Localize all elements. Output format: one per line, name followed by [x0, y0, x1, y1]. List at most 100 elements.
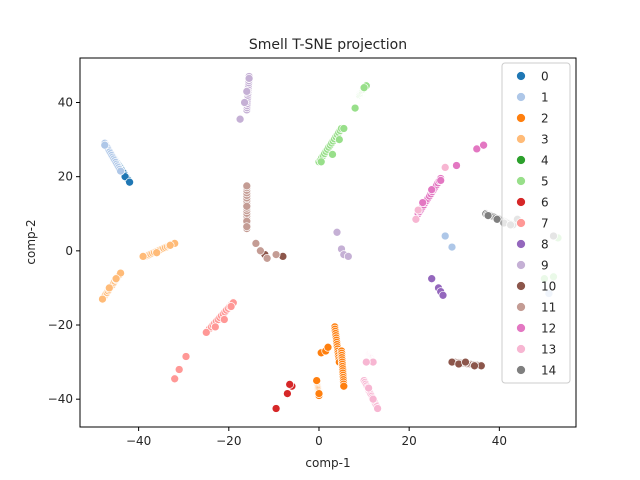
series-8	[427, 274, 448, 300]
x-axis-label: comp-1	[305, 456, 350, 470]
plot-frame	[79, 57, 577, 428]
series-3	[98, 239, 180, 304]
data-point	[116, 166, 125, 176]
legend-item-0: 0	[516, 70, 549, 84]
data-point	[452, 161, 461, 170]
data-point	[152, 248, 162, 258]
data-point	[235, 114, 245, 124]
data-point	[413, 205, 423, 215]
legend-marker	[516, 134, 526, 144]
data-point	[339, 124, 349, 133]
data-point	[368, 394, 378, 404]
data-point	[447, 242, 457, 252]
data-point	[271, 250, 281, 259]
data-point	[170, 374, 180, 384]
legend-item-9: 9	[516, 259, 549, 273]
data-point	[339, 381, 349, 391]
data-point	[219, 315, 229, 324]
legend-marker	[516, 260, 526, 270]
legend-label: 0	[541, 70, 549, 84]
data-point	[256, 246, 265, 256]
x-tick-label: 0	[315, 434, 323, 448]
data-point	[285, 380, 295, 389]
y-tick-label: 40	[58, 96, 73, 110]
data-point	[111, 274, 121, 284]
data-point	[181, 352, 191, 361]
data-point	[359, 83, 369, 93]
data-point	[479, 140, 488, 150]
legend-marker	[516, 218, 526, 228]
legend-item-1: 1	[516, 91, 549, 105]
points-layer	[98, 72, 563, 413]
legend-label: 10	[541, 280, 556, 294]
data-point	[440, 163, 450, 172]
data-point	[104, 283, 114, 293]
series-12	[413, 140, 488, 219]
legend-item-13: 13	[516, 343, 556, 357]
data-point	[427, 274, 437, 284]
data-point	[242, 87, 252, 96]
data-point	[364, 383, 373, 393]
legend-marker	[516, 239, 526, 249]
data-point	[283, 389, 292, 398]
legend-item-14: 14	[516, 364, 556, 378]
legend-item-2: 2	[516, 112, 549, 126]
data-point	[242, 222, 252, 232]
data-point	[483, 211, 493, 220]
data-point	[373, 404, 382, 413]
data-point	[116, 268, 125, 278]
series-5	[314, 81, 563, 284]
x-axis-ticks: −40 −20 0 20 40	[126, 427, 507, 448]
data-point	[125, 177, 134, 187]
legend-label: 9	[541, 259, 549, 273]
y-tick-label: 0	[65, 244, 73, 258]
series-7	[170, 298, 238, 384]
legend-marker	[516, 71, 526, 81]
series-10	[260, 250, 486, 371]
data-point	[492, 214, 502, 224]
data-point	[316, 157, 326, 167]
data-point	[418, 198, 428, 207]
data-point	[314, 389, 324, 398]
y-tick-label: −40	[48, 392, 73, 406]
data-point	[440, 231, 450, 241]
data-point	[343, 252, 353, 261]
data-point	[210, 322, 220, 332]
legend-marker	[516, 113, 526, 123]
legend-label: 5	[541, 175, 549, 189]
legend-label: 13	[541, 343, 556, 357]
legend-label: 12	[541, 322, 556, 336]
data-point	[427, 185, 437, 195]
data-point	[361, 357, 371, 367]
series-2	[312, 322, 349, 400]
y-tick-label: −20	[48, 318, 73, 332]
data-point	[100, 140, 110, 150]
legend-label: 2	[541, 112, 549, 126]
data-point	[201, 328, 211, 337]
legend-item-8: 8	[516, 238, 549, 252]
data-point	[242, 181, 252, 191]
y-axis-ticks: −40 −20 0 20 40	[48, 96, 80, 406]
legend-item-12: 12	[516, 322, 556, 336]
data-point	[472, 144, 482, 154]
series-13	[359, 163, 450, 413]
x-tick-label: 20	[402, 434, 417, 448]
series-9	[235, 72, 353, 261]
data-point	[244, 74, 254, 83]
x-tick-label: −20	[216, 434, 241, 448]
legend-label: 6	[541, 196, 549, 210]
legend-marker	[516, 365, 526, 375]
data-point	[226, 302, 236, 311]
data-point	[262, 253, 272, 263]
data-point	[461, 357, 470, 367]
legend-marker	[516, 281, 526, 291]
legend-label: 1	[541, 91, 549, 105]
data-point	[411, 214, 421, 224]
chart-title: Smell T-SNE projection	[249, 37, 407, 53]
y-axis-label: comp-2	[24, 219, 38, 264]
series-6	[271, 380, 297, 413]
data-point	[271, 404, 281, 413]
legend-label: 8	[541, 238, 549, 252]
